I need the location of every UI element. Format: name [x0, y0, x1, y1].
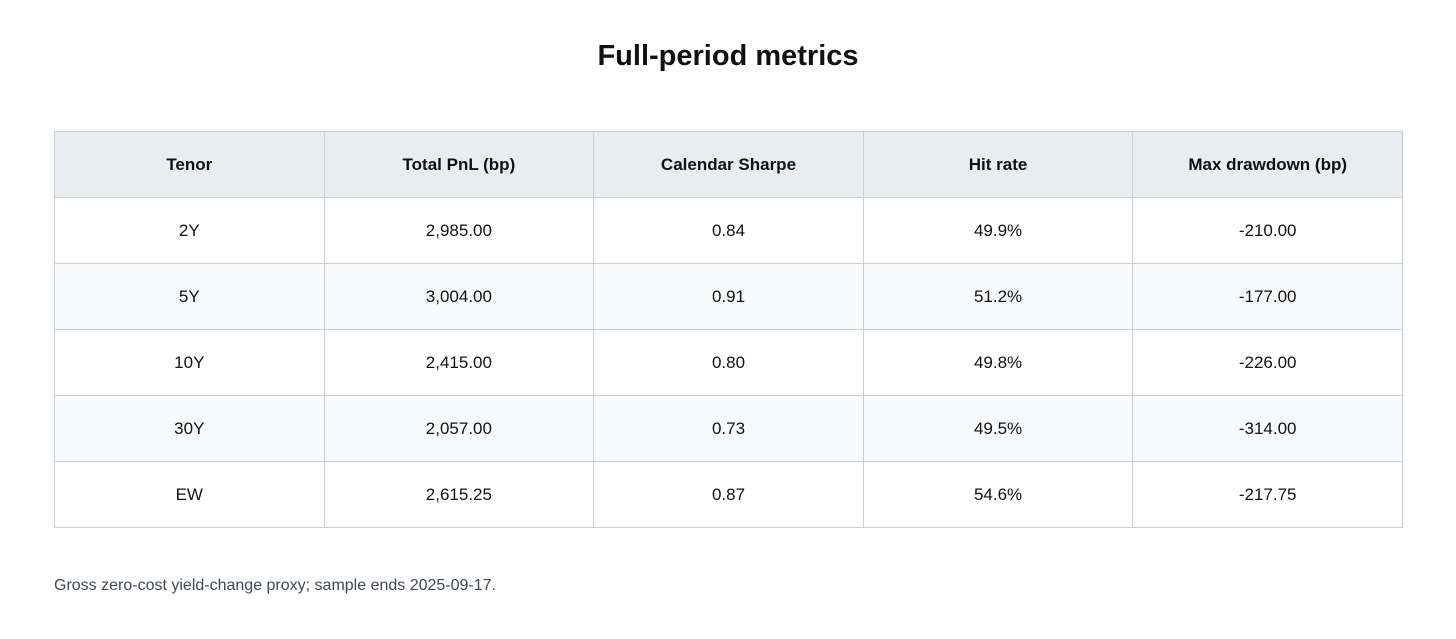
page-title: Full-period metrics	[597, 40, 859, 72]
column-header-max-drawdown: Max drawdown (bp)	[1132, 131, 1403, 198]
cell-hit-rate: 49.5%	[862, 395, 1134, 462]
cell-total-pnl: 2,415.00	[323, 329, 595, 396]
cell-max-drawdown: -210.00	[1132, 197, 1403, 264]
table-row: 10Y 2,415.00 0.80 49.8% -226.00	[54, 329, 1403, 396]
metrics-table: Tenor Total PnL (bp) Calendar Sharpe Hit…	[54, 131, 1403, 528]
cell-max-drawdown: -314.00	[1132, 395, 1403, 462]
table-row: 5Y 3,004.00 0.91 51.2% -177.00	[54, 263, 1403, 330]
cell-hit-rate: 51.2%	[862, 263, 1134, 330]
cell-tenor: 30Y	[54, 395, 325, 462]
cell-calendar-sharpe: 0.87	[593, 461, 864, 528]
cell-total-pnl: 3,004.00	[323, 263, 595, 330]
cell-calendar-sharpe: 0.80	[593, 329, 864, 396]
column-header-hit-rate: Hit rate	[862, 131, 1134, 198]
cell-max-drawdown: -177.00	[1132, 263, 1403, 330]
cell-hit-rate: 54.6%	[862, 461, 1134, 528]
cell-max-drawdown: -226.00	[1132, 329, 1403, 396]
cell-calendar-sharpe: 0.84	[593, 197, 864, 264]
table-row: 30Y 2,057.00 0.73 49.5% -314.00	[54, 395, 1403, 462]
cell-tenor: EW	[54, 461, 325, 528]
cell-tenor: 2Y	[54, 197, 325, 264]
cell-max-drawdown: -217.75	[1132, 461, 1403, 528]
column-header-tenor: Tenor	[54, 131, 325, 198]
table-header-row: Tenor Total PnL (bp) Calendar Sharpe Hit…	[54, 131, 1403, 198]
table-row: 2Y 2,985.00 0.84 49.9% -210.00	[54, 197, 1403, 264]
cell-calendar-sharpe: 0.73	[593, 395, 864, 462]
footnote: Gross zero-cost yield-change proxy; samp…	[54, 577, 496, 594]
cell-total-pnl: 2,985.00	[323, 197, 595, 264]
cell-tenor: 5Y	[54, 263, 325, 330]
cell-total-pnl: 2,057.00	[323, 395, 595, 462]
cell-tenor: 10Y	[54, 329, 325, 396]
column-header-calendar-sharpe: Calendar Sharpe	[593, 131, 864, 198]
column-header-total-pnl: Total PnL (bp)	[323, 131, 595, 198]
cell-total-pnl: 2,615.25	[323, 461, 595, 528]
cell-hit-rate: 49.9%	[862, 197, 1134, 264]
table-row: EW 2,615.25 0.87 54.6% -217.75	[54, 461, 1403, 528]
cell-hit-rate: 49.8%	[862, 329, 1134, 396]
cell-calendar-sharpe: 0.91	[593, 263, 864, 330]
